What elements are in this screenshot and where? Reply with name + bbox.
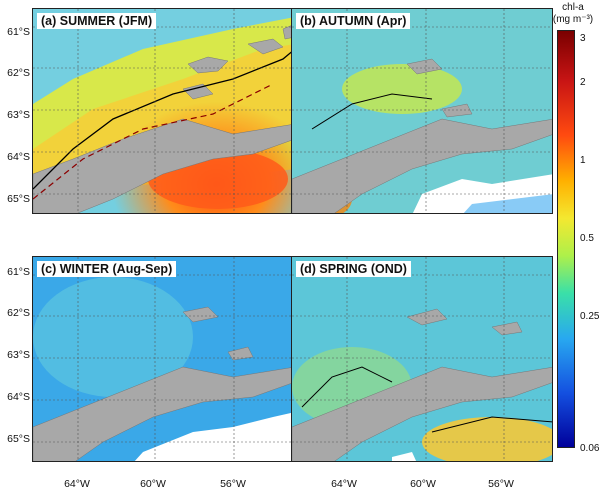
- panel-title-winter: (c) WINTER (Aug-Sep): [37, 261, 177, 277]
- map-panel-spring: (d) SPRING (OND): [291, 256, 553, 462]
- lon-label: 60°W: [140, 478, 166, 490]
- lon-label: 64°W: [64, 478, 90, 490]
- colorbar: [557, 30, 575, 448]
- lat-label: 64°S: [7, 151, 30, 163]
- colorbar-tick: 0.25: [580, 311, 600, 322]
- lat-label: 61°S: [7, 26, 30, 38]
- colorbar-tick: 3: [580, 33, 586, 44]
- lat-label: 64°S: [7, 391, 30, 403]
- lat-label: 62°S: [7, 307, 30, 319]
- lon-label: 56°W: [220, 478, 246, 490]
- panel-title-summer: (a) SUMMER (JFM): [37, 13, 157, 29]
- colorbar-tick: 0.5: [580, 233, 594, 244]
- map-panel-autumn: (b) AUTUMN (Apr): [291, 8, 553, 214]
- lon-label: 56°W: [488, 478, 514, 490]
- colorbar-tick: 2: [580, 77, 586, 88]
- lat-label: 63°S: [7, 109, 30, 121]
- lat-label: 62°S: [7, 67, 30, 79]
- colorbar-title-line2: (mg m⁻³): [552, 14, 594, 25]
- colorbar-tick: 1: [580, 155, 586, 166]
- colorbar-title-line1: chl-a: [562, 2, 584, 13]
- lon-label: 60°W: [410, 478, 436, 490]
- panel-title-spring: (d) SPRING (OND): [296, 261, 411, 277]
- lon-label: 64°W: [331, 478, 357, 490]
- autumn-map: [292, 9, 552, 213]
- colorbar-gradient: [558, 31, 574, 447]
- map-panel-summer: (a) SUMMER (JFM): [32, 8, 294, 214]
- panel-title-autumn: (b) AUTUMN (Apr): [296, 13, 411, 29]
- colorbar-tick: 0.06: [580, 443, 600, 454]
- lat-label: 63°S: [7, 349, 30, 361]
- lat-label: 65°S: [7, 193, 30, 205]
- summer-map: [33, 9, 293, 213]
- map-panel-winter: (c) WINTER (Aug-Sep): [32, 256, 294, 462]
- spring-map: [292, 257, 552, 461]
- lat-label: 65°S: [7, 433, 30, 445]
- colorbar-title: chl-a (mg m⁻³): [548, 2, 598, 26]
- lat-label: 61°S: [7, 266, 30, 278]
- winter-map: [33, 257, 293, 461]
